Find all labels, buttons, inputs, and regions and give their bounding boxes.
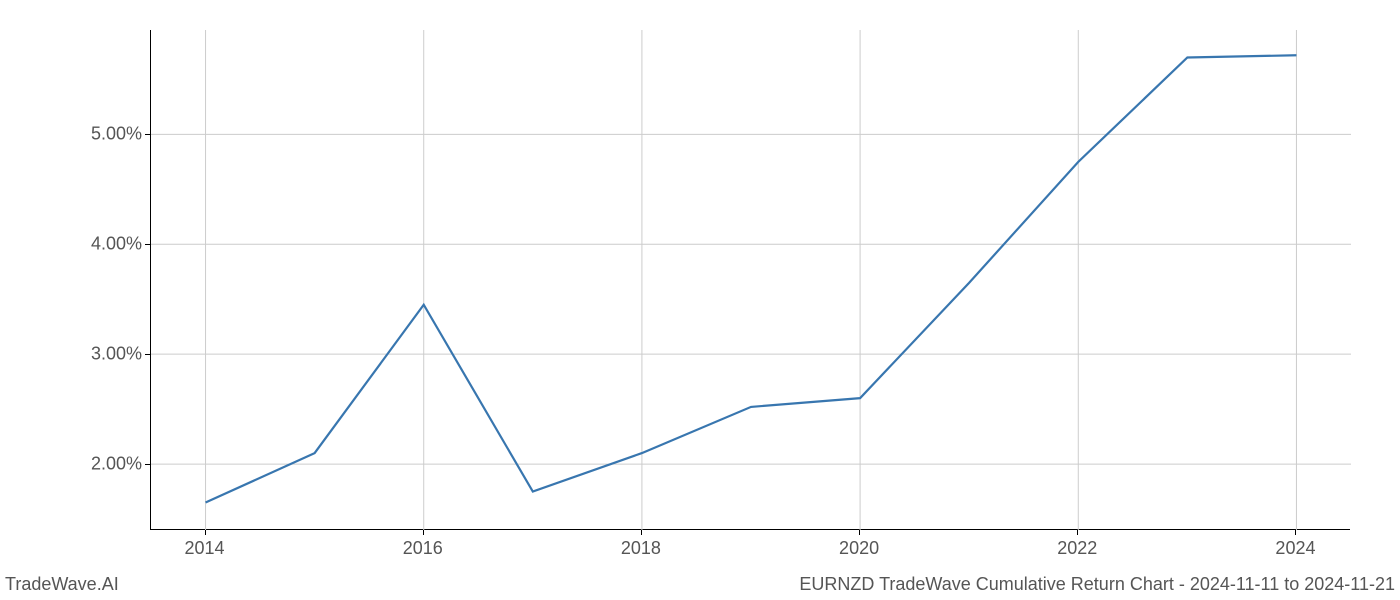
x-tick-mark: [859, 530, 860, 535]
x-tick-mark: [1077, 530, 1078, 535]
y-tick-mark: [145, 354, 150, 355]
x-tick-label: 2018: [621, 538, 661, 559]
data-line: [206, 55, 1297, 502]
x-tick-mark: [423, 530, 424, 535]
y-tick-mark: [145, 244, 150, 245]
y-tick-label: 4.00%: [91, 234, 142, 255]
plot-area: [150, 30, 1350, 530]
y-tick-label: 2.00%: [91, 454, 142, 475]
y-tick-label: 3.00%: [91, 344, 142, 365]
x-tick-label: 2022: [1057, 538, 1097, 559]
x-tick-label: 2020: [839, 538, 879, 559]
x-tick-label: 2024: [1275, 538, 1315, 559]
y-tick-mark: [145, 464, 150, 465]
x-tick-mark: [641, 530, 642, 535]
footer-right-text: EURNZD TradeWave Cumulative Return Chart…: [799, 574, 1395, 595]
footer-left-text: TradeWave.AI: [5, 574, 119, 595]
chart-container: 2.00% 3.00% 4.00% 5.00% 2014 2016 2018 2020 202…: [0, 0, 1400, 600]
y-tick-label: 5.00%: [91, 124, 142, 145]
x-tick-label: 2014: [185, 538, 225, 559]
y-tick-mark: [145, 134, 150, 135]
line-chart-svg: [151, 30, 1350, 529]
x-tick-label: 2016: [403, 538, 443, 559]
x-tick-mark: [205, 530, 206, 535]
x-tick-mark: [1295, 530, 1296, 535]
